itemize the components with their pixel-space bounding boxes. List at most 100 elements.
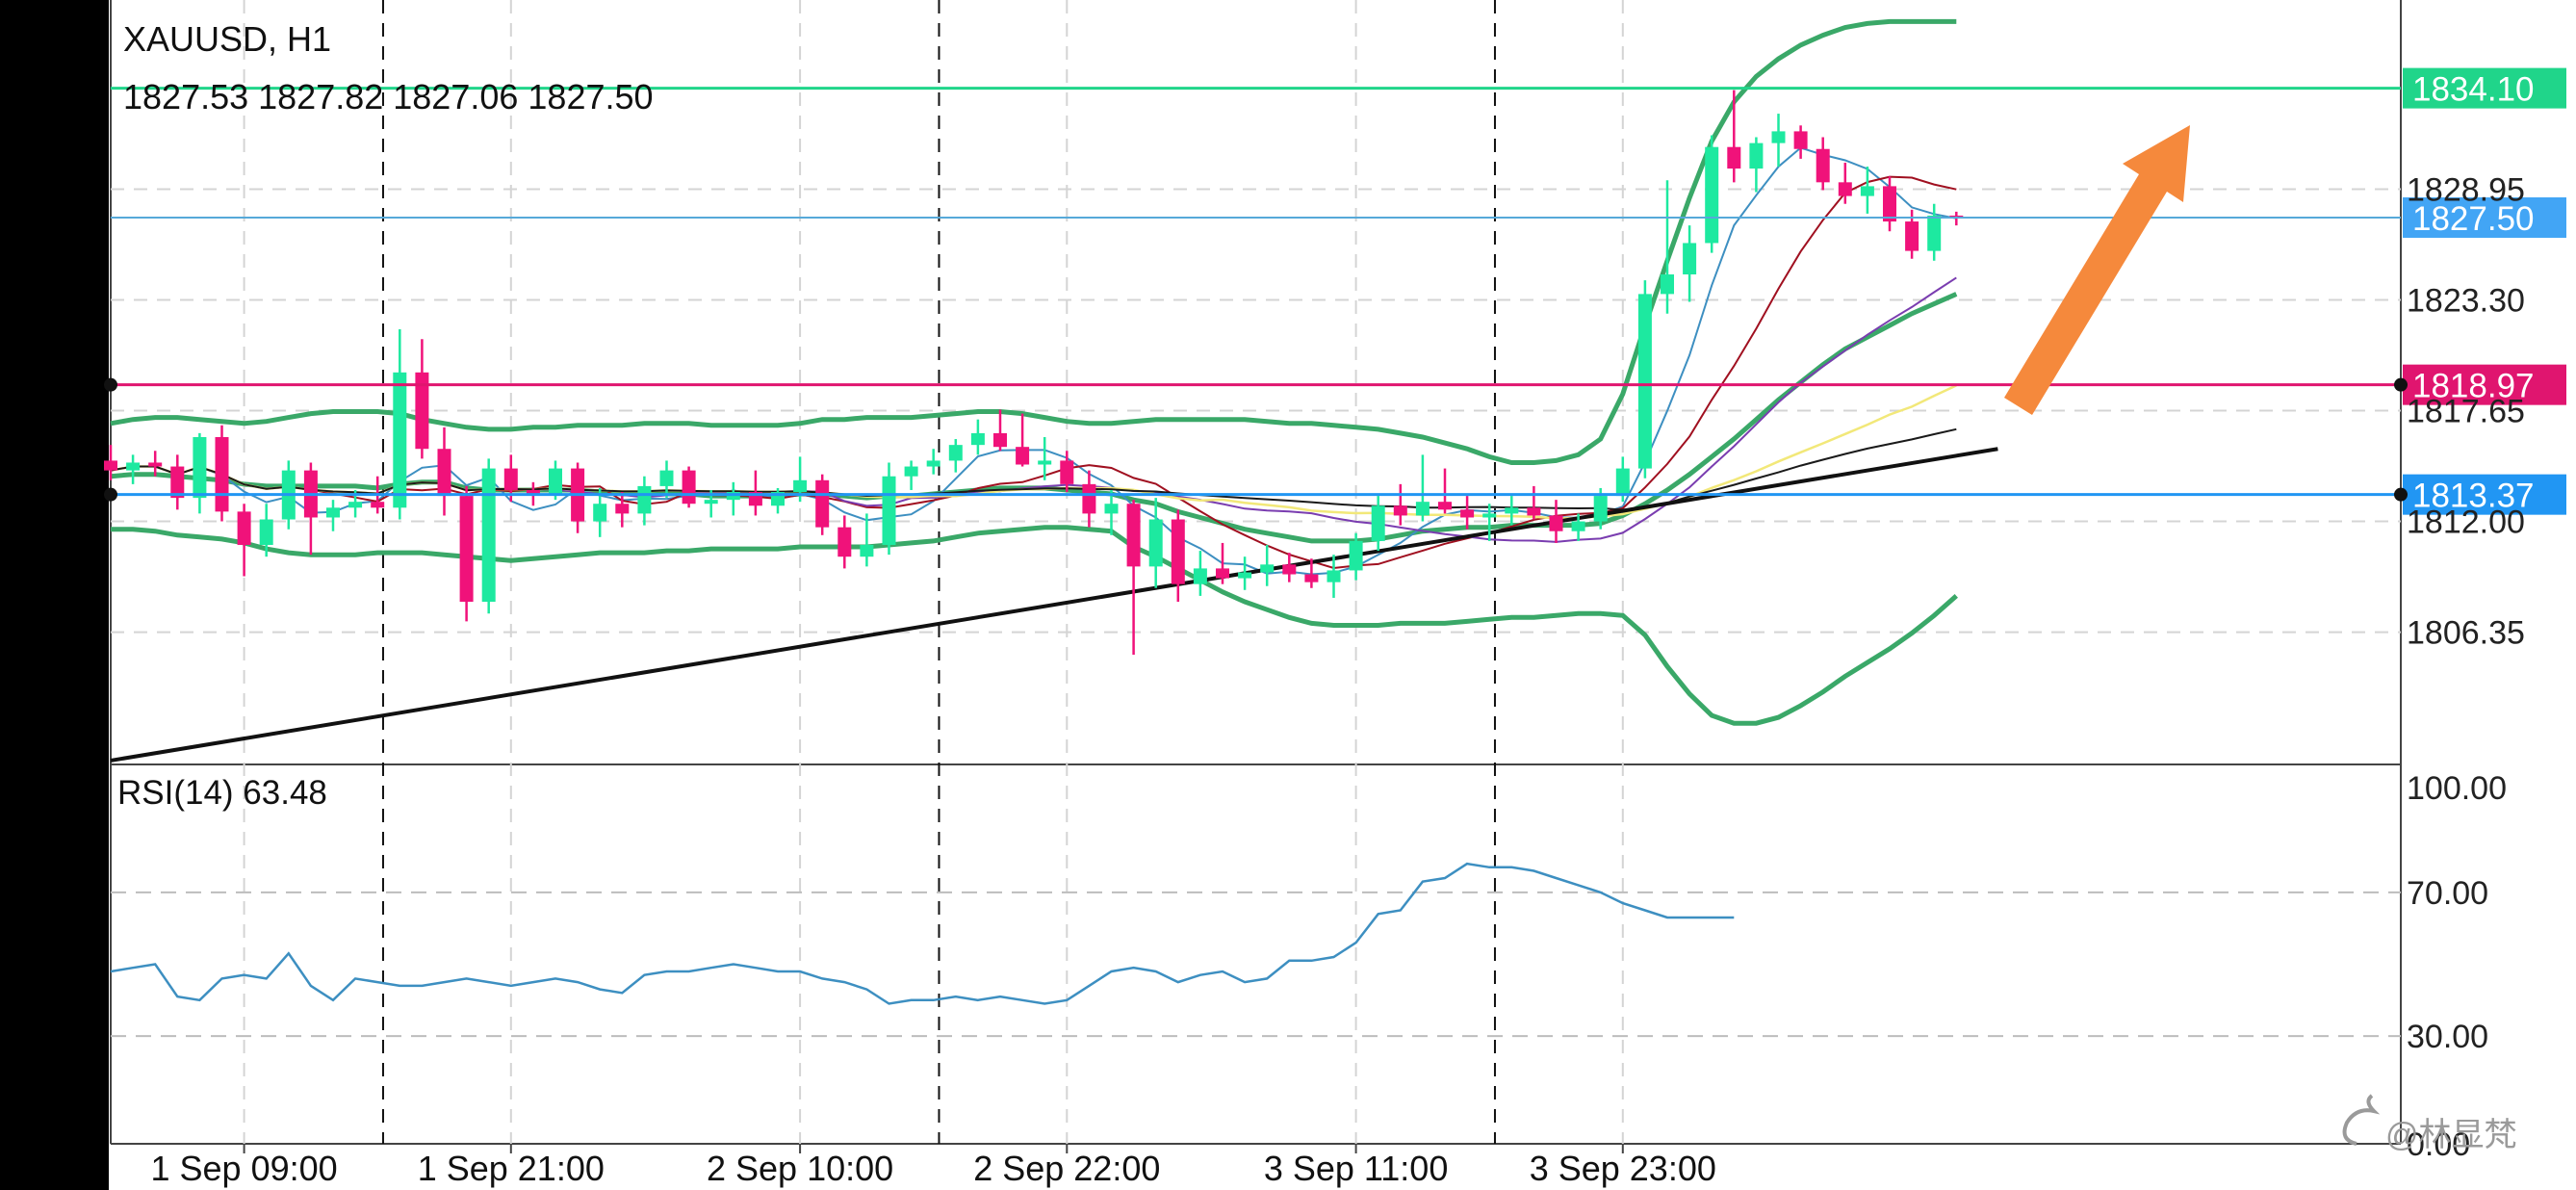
candle-body xyxy=(1505,507,1519,514)
candle-body xyxy=(393,372,407,508)
up-arrow-icon xyxy=(2004,125,2190,415)
axis-layer: 1828.95 1823.30 1817.65 1812.00 1806.35 1 Sep… xyxy=(151,171,2525,1188)
watermark: @林显梵 xyxy=(2342,1094,2517,1153)
candle-body xyxy=(1438,502,1452,510)
candle-body xyxy=(437,449,451,497)
candle-body xyxy=(1615,468,1630,497)
candle-body xyxy=(1304,574,1319,582)
left-black-bar xyxy=(0,0,109,1190)
candle-body xyxy=(682,470,696,504)
price-label-box xyxy=(2403,474,2566,515)
candle-body xyxy=(1349,540,1363,571)
candle-body xyxy=(104,460,117,471)
candle-body xyxy=(1393,505,1407,516)
level-lines-layer: 1834.10 1827.50 1818.97 1813.37 xyxy=(104,67,2566,515)
candle-body xyxy=(637,485,652,514)
candle-body xyxy=(1327,570,1341,582)
price-label-box xyxy=(2403,67,2566,109)
price-tick-label: 1817.65 xyxy=(2407,394,2525,430)
candle-body xyxy=(793,479,808,493)
price-label-box xyxy=(2403,364,2566,405)
candle-body xyxy=(704,500,718,504)
candle-body xyxy=(1260,564,1275,573)
candle-body xyxy=(459,496,474,603)
price-tick-label: 1823.30 xyxy=(2407,282,2525,319)
candle-body xyxy=(371,502,385,508)
level-handle xyxy=(104,487,117,502)
candle-body xyxy=(882,476,896,545)
candle-body xyxy=(415,372,429,450)
price-label-text: 1834.10 xyxy=(2412,71,2535,109)
candle-body xyxy=(1126,504,1141,567)
candle-body xyxy=(1171,519,1185,584)
rsi-tick-label: 0.00 xyxy=(2407,1126,2470,1163)
candle-body xyxy=(237,511,251,545)
candle-body xyxy=(348,502,363,508)
time-tick-label: 2 Sep 22:00 xyxy=(973,1149,1160,1188)
candle-body xyxy=(815,479,830,528)
candle-body xyxy=(170,466,185,499)
candle-body xyxy=(1193,568,1207,584)
rsi-tick-label: 30.00 xyxy=(2407,1019,2488,1055)
candle-body xyxy=(1883,186,1896,222)
candle-body xyxy=(1038,460,1052,465)
candle-body xyxy=(1238,572,1252,579)
candle-body xyxy=(993,432,1007,448)
symbol-title: XAUUSD, H1 xyxy=(123,19,331,59)
level-handle xyxy=(2394,377,2408,392)
price-label-text: 1827.50 xyxy=(2412,200,2535,238)
level-handle xyxy=(104,377,117,392)
candle-body xyxy=(1060,460,1074,484)
candle-body xyxy=(1749,142,1764,169)
candle-body xyxy=(1838,182,1852,196)
candle-body xyxy=(659,470,674,486)
candle-body xyxy=(1549,515,1563,531)
candle-body xyxy=(126,462,141,471)
rsi-line xyxy=(110,862,1735,1005)
moving-average-line xyxy=(110,175,1957,570)
candle-body xyxy=(1593,496,1608,522)
rsi-layer xyxy=(110,862,2401,1038)
candle-body xyxy=(481,468,496,603)
candle-body xyxy=(1216,568,1229,579)
candle-body xyxy=(326,507,340,518)
weibo-logo-icon xyxy=(2342,1094,2381,1146)
candle-body xyxy=(549,468,562,495)
time-tick-label: 1 Sep 21:00 xyxy=(418,1149,605,1188)
candle-body xyxy=(1927,215,1942,251)
candle-body xyxy=(1527,507,1541,516)
candle-body xyxy=(215,437,229,512)
candle-body xyxy=(1415,502,1430,516)
candle-body xyxy=(1771,131,1786,143)
time-tick-label: 3 Sep 11:00 xyxy=(1264,1149,1449,1188)
candle-body xyxy=(259,519,273,545)
candle-body xyxy=(1793,131,1808,149)
candle-body xyxy=(904,466,918,477)
candle-body xyxy=(1661,274,1674,295)
candle-body xyxy=(1683,243,1697,275)
candle-body xyxy=(148,462,163,467)
rsi-tick-label: 70.00 xyxy=(2407,875,2488,912)
candle-body xyxy=(1082,483,1096,514)
candle-body xyxy=(193,437,207,499)
candle-body xyxy=(970,432,985,446)
candle-body xyxy=(926,460,940,467)
ohlc-readout: 1827.53 1827.82 1827.06 1827.50 xyxy=(123,77,654,116)
candle-body xyxy=(1148,519,1163,567)
support-trendline xyxy=(110,447,1998,763)
level-handle xyxy=(2394,487,2408,502)
candle-body xyxy=(503,468,518,490)
candle-body xyxy=(1460,509,1475,518)
price-label-box xyxy=(2403,196,2566,238)
candle-body xyxy=(1727,146,1741,169)
time-tick-label: 3 Sep 23:00 xyxy=(1530,1149,1716,1188)
candle-body xyxy=(1905,221,1919,251)
candle-body xyxy=(1104,504,1119,514)
candle-body xyxy=(1371,505,1385,541)
rsi-tick-label: 100.00 xyxy=(2407,770,2507,807)
candle-body xyxy=(1637,294,1652,469)
candle-body xyxy=(615,504,630,514)
chart-background xyxy=(109,0,2383,1190)
bollinger-lower-line xyxy=(111,525,1958,726)
